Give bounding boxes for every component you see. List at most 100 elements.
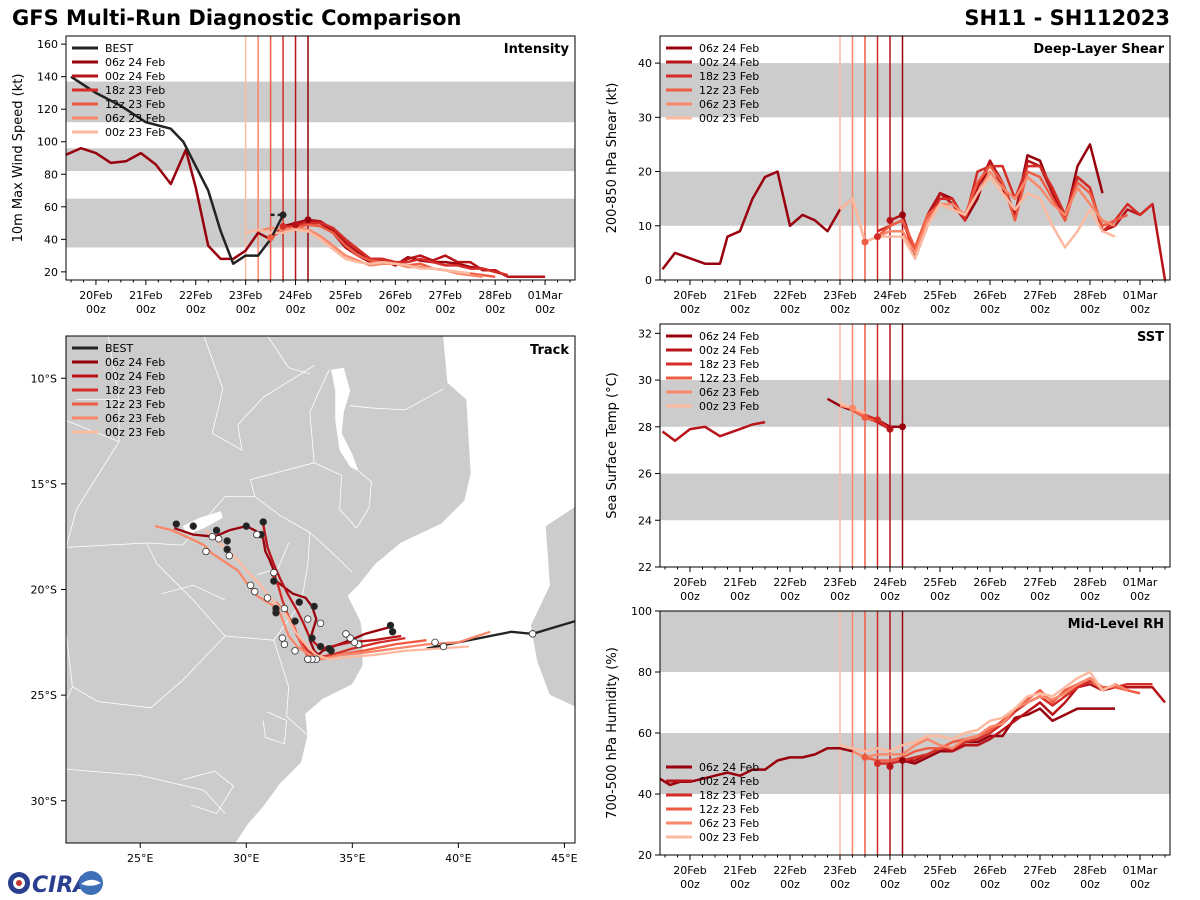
init-marker — [886, 763, 894, 771]
x-tick-label: 00z — [930, 878, 950, 891]
x-tick-label: 01Mar — [1123, 864, 1158, 877]
x-tick-label: 28Feb — [1073, 576, 1106, 589]
x-tick-label: 24Feb — [873, 289, 906, 302]
band-1 — [660, 63, 1170, 118]
y-tick-label: 140 — [37, 71, 58, 84]
y-tick-label: 32 — [638, 327, 652, 340]
legend-label: 06z 24 Feb — [699, 42, 759, 55]
legend-label: 18z 23 Feb — [105, 384, 165, 397]
track-position-dot — [270, 577, 278, 585]
series-00z-23-feb — [245, 228, 471, 275]
map-group — [66, 336, 575, 843]
x-tick-label: 00z — [1130, 878, 1150, 891]
track-position-dot — [325, 644, 333, 653]
lat-tick-label: 10°S — [31, 372, 57, 385]
x-tick-label: 22Feb — [773, 864, 806, 877]
init-marker — [874, 416, 881, 424]
x-tick-label: 00z — [1130, 590, 1150, 603]
track-position-dot — [528, 630, 537, 638]
x-tick-label: 00z — [830, 878, 850, 891]
x-tick-label: 00z — [930, 590, 950, 603]
series-best — [70, 75, 285, 265]
legend-label: 00z 24 Feb — [699, 775, 759, 788]
init-marker — [861, 238, 869, 246]
init-marker — [886, 216, 894, 224]
y-tick-label: 20 — [638, 849, 652, 862]
init-marker — [292, 221, 300, 229]
x-tick-label: 00z — [780, 878, 800, 891]
y-tick-label: 100 — [37, 136, 58, 149]
y-tick-label: 40 — [638, 788, 652, 801]
x-tick-label: 01Mar — [528, 289, 563, 302]
x-tick-label: 24Feb — [873, 864, 906, 877]
legend-label: 00z 24 Feb — [699, 56, 759, 69]
x-tick-label: 21Feb — [129, 289, 162, 302]
init-marker — [279, 222, 287, 230]
x-tick-label: 00z — [385, 303, 405, 316]
x-tick-label: 21Feb — [723, 576, 756, 589]
track-position-dot — [291, 617, 299, 625]
sst-panel: 20Feb00z21Feb00z22Feb00z23Feb00z24Feb00z… — [605, 323, 1171, 603]
series-group — [661, 143, 1167, 280]
legend-label: 00z 23 Feb — [699, 400, 759, 413]
legend-label: 00z 23 Feb — [105, 426, 165, 439]
y-tick-label: 160 — [37, 38, 58, 51]
country-border — [256, 542, 290, 576]
y-tick-label: 40 — [638, 57, 652, 70]
x-tick-label: 27Feb — [1023, 289, 1056, 302]
track-position-dot — [208, 532, 217, 541]
x-tick-label: 25Feb — [329, 289, 362, 302]
legend-label: 06z 24 Feb — [105, 56, 165, 69]
y-axis-label: 200-850 hPa Shear (kt) — [605, 83, 620, 234]
panel-title: Deep-Layer Shear — [1033, 42, 1164, 57]
init-marker — [899, 423, 906, 431]
country-border — [66, 441, 120, 548]
series-00z-23-feb — [839, 670, 1116, 753]
x-tick-label: 28Feb — [1073, 289, 1106, 302]
x-tick-label: 00z — [730, 878, 750, 891]
legend-label: 00z 23 Feb — [699, 112, 759, 125]
series-00z-24-feb — [889, 159, 1167, 280]
legend-label: 18z 23 Feb — [105, 84, 165, 97]
track-00z-23-feb — [205, 529, 470, 661]
track-position-dot — [225, 552, 234, 560]
y-tick-label: 100 — [631, 605, 652, 618]
x-tick-label: 00z — [286, 303, 306, 316]
country-border — [108, 336, 120, 400]
x-tick-label: 28Feb — [478, 289, 511, 302]
x-tick-label: 00z — [830, 303, 850, 316]
x-tick-label: 00z — [880, 303, 900, 316]
y-axis-label: 10m Max Wind Speed (kt) — [11, 74, 26, 243]
x-tick-label: 00z — [880, 878, 900, 891]
lon-tick-label: 45°E — [551, 852, 577, 865]
africa-land — [66, 336, 472, 843]
lake-malawi — [331, 367, 359, 472]
x-tick-label: 00z — [186, 303, 206, 316]
y-tick-label: 40 — [44, 233, 58, 246]
init-marker — [849, 404, 856, 412]
x-tick-label: 26Feb — [973, 576, 1006, 589]
init-marker — [874, 233, 881, 241]
legend-label: 18z 23 Feb — [699, 789, 759, 802]
legend-label: 00z 24 Feb — [105, 70, 165, 83]
series-00z-23-feb — [839, 175, 1116, 260]
x-tick-label: 00z — [535, 303, 555, 316]
track-position-dot — [431, 638, 439, 647]
track-position-dot — [270, 568, 278, 577]
x-tick-label: 20Feb — [673, 289, 706, 302]
x-tick-label: 25Feb — [923, 864, 956, 877]
x-tick-label: 21Feb — [723, 289, 756, 302]
legend-label: 12z 23 Feb — [105, 398, 165, 411]
x-tick-label: 27Feb — [429, 289, 462, 302]
x-tick-label: 00z — [1030, 878, 1050, 891]
x-tick-label: 20Feb — [673, 864, 706, 877]
x-tick-label: 24Feb — [279, 289, 312, 302]
x-tick-label: 00z — [1080, 878, 1100, 891]
y-tick-label: 60 — [638, 727, 652, 740]
country-border — [72, 635, 226, 709]
legend-label: 06z 24 Feb — [699, 761, 759, 774]
country-border — [313, 462, 372, 529]
track-position-dot — [388, 628, 397, 636]
panel-title: Mid-Level RH — [1068, 617, 1164, 632]
track-position-dot — [212, 526, 221, 535]
